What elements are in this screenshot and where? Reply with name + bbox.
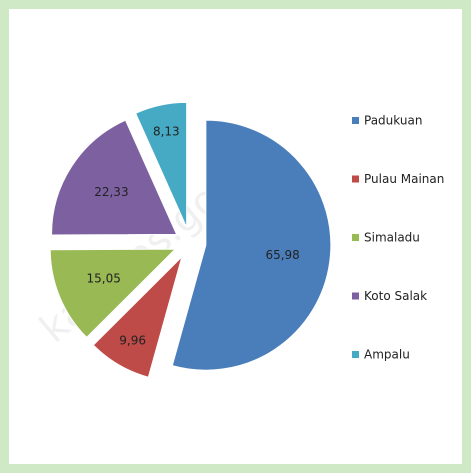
pie-slice	[92, 255, 183, 378]
legend-label: Pulau Mainan	[364, 172, 444, 186]
pie-slice	[171, 119, 332, 371]
legend-swatch	[352, 234, 359, 241]
data-label: 15,05	[86, 271, 120, 285]
legend-label: Ampalu	[364, 348, 410, 362]
legend-swatch	[352, 351, 359, 358]
pie-slice	[49, 248, 177, 339]
data-label: 65,98	[265, 248, 299, 262]
legend-label: Padukuan	[364, 114, 422, 128]
pie-slice	[134, 101, 188, 228]
data-label: 9,96	[119, 333, 146, 347]
legend-swatch	[352, 117, 359, 124]
legend-swatch	[352, 175, 359, 183]
legend-swatch	[352, 292, 359, 300]
legend-label: Koto Salak	[364, 289, 427, 303]
data-label: 8,13	[153, 125, 180, 139]
data-label: 22,33	[94, 185, 128, 199]
pie-slice	[51, 119, 178, 236]
legend-label: Simaladu	[364, 231, 420, 245]
